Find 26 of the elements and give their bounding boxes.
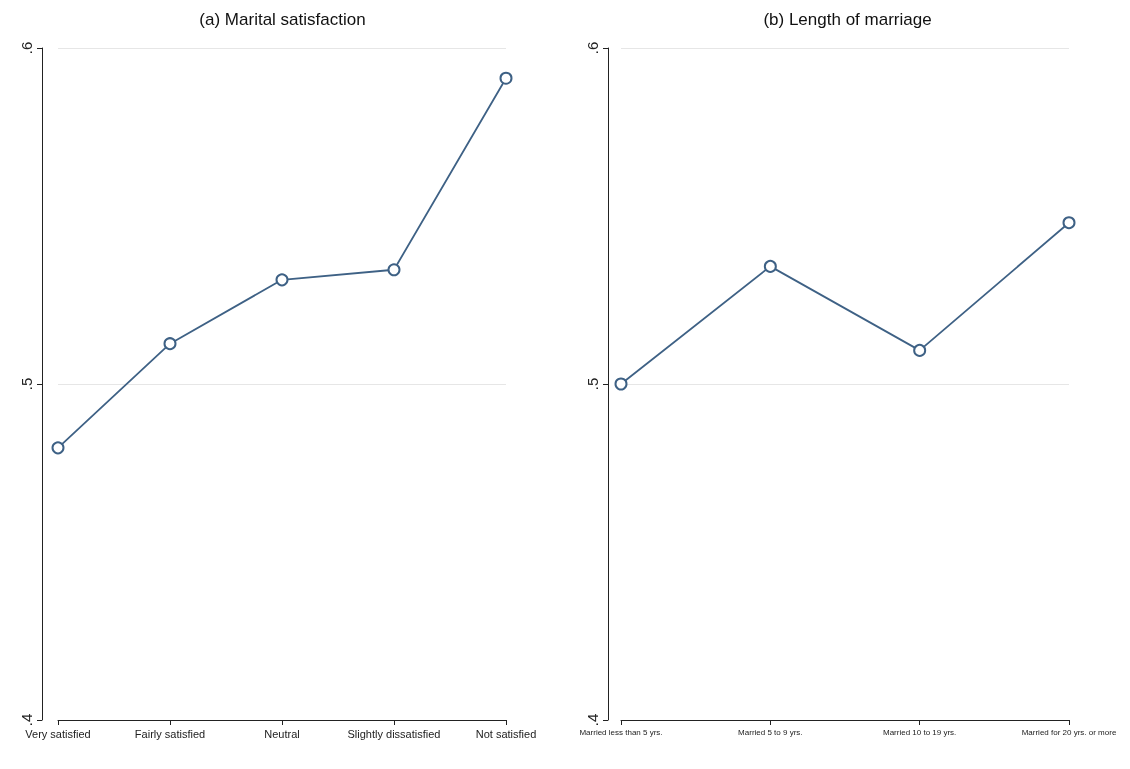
x-tick-label: Neutral: [264, 727, 300, 740]
point: [499, 71, 513, 85]
chart-title: (b) Length of marriage: [763, 10, 932, 29]
x-tick-label: Slightly dissatisfied: [347, 727, 441, 740]
point: [163, 337, 177, 351]
point: [387, 263, 401, 277]
y-tick-label: .6: [584, 41, 601, 55]
x-tick-label: Married for 20 yrs. or more: [1021, 727, 1117, 737]
x-tick-label: Married 5 to 9 yrs.: [738, 727, 803, 737]
x-tick-label: Fairly satisfied: [134, 727, 206, 740]
point: [913, 343, 927, 357]
y-tick-label: .6: [18, 41, 35, 55]
point: [275, 273, 289, 287]
y-tick-label: .5: [584, 377, 601, 391]
point: [1062, 216, 1076, 230]
y-tick-label: .4: [18, 713, 35, 727]
point: [614, 377, 628, 391]
x-tick-label: Married less than 5 yrs.: [579, 727, 663, 737]
point: [51, 441, 65, 455]
y-tick-label: .4: [584, 713, 601, 727]
x-tick-label: Not satisfied: [475, 727, 537, 740]
x-tick-label: Married 10 to 19 yrs.: [882, 727, 957, 737]
x-tick-label: Very satisfied: [25, 727, 91, 740]
chart-title: (a) Marital satisfaction: [199, 10, 366, 29]
y-tick-label: .5: [18, 377, 35, 391]
point: [763, 259, 777, 273]
